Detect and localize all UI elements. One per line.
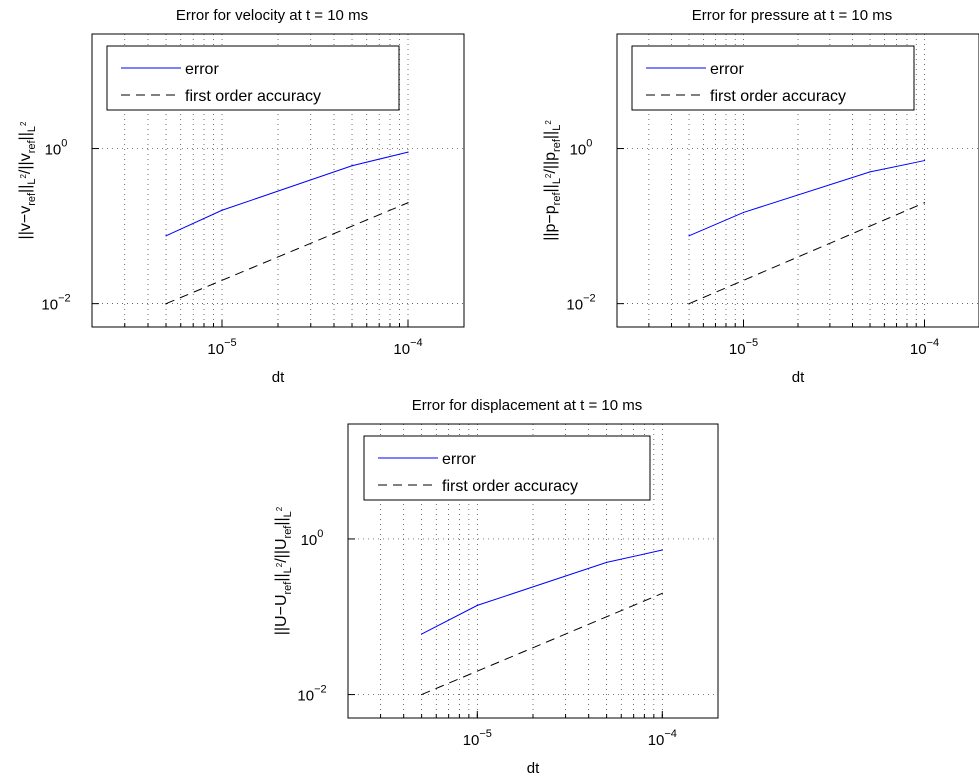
data-point bbox=[165, 303, 167, 305]
series-line-first-order bbox=[165, 202, 409, 305]
grid bbox=[92, 34, 464, 327]
chart-title: Error for pressure at t = 10 ms bbox=[692, 7, 893, 24]
x-tick-label: 10−4 bbox=[648, 728, 677, 749]
data-point bbox=[351, 165, 353, 167]
data-point bbox=[407, 151, 409, 153]
series-line-error bbox=[421, 549, 663, 635]
legend: error first order accuracy bbox=[631, 45, 915, 111]
legend-box bbox=[363, 435, 651, 501]
chart-panel-3: 10−5 10−4 10−2 100 Error for displacement at… bbox=[273, 397, 719, 777]
data-point bbox=[221, 209, 223, 211]
data-point bbox=[661, 592, 663, 594]
legend-label-first-order: first order accuracy bbox=[710, 88, 846, 105]
data-point bbox=[421, 693, 423, 696]
series-line-error bbox=[688, 160, 925, 237]
legend: error first order accuracy bbox=[363, 435, 651, 501]
legend-label-first-order: first order accuracy bbox=[185, 88, 321, 105]
x-tick-label: 10−4 bbox=[393, 337, 422, 358]
data-point bbox=[688, 235, 690, 237]
chart-panel-1: 10−5 10−4 10−2 100 Error for velocity at t =… bbox=[17, 7, 465, 386]
series-line-error bbox=[165, 151, 409, 237]
data-point bbox=[869, 171, 871, 173]
legend-label-error: error bbox=[710, 61, 744, 78]
data-point bbox=[606, 561, 608, 563]
series-line-first-order bbox=[688, 202, 925, 305]
y-tick-label: 10−2 bbox=[566, 293, 595, 314]
y-tick-label: 100 bbox=[45, 138, 68, 159]
data-point bbox=[923, 159, 926, 162]
x-tick-label: 10−4 bbox=[910, 337, 939, 358]
series-line-first-order bbox=[421, 592, 663, 696]
y-tick-label: 100 bbox=[301, 528, 324, 549]
chart-panel-2: 10−5 10−4 10−2 100 Error for pressure at t =… bbox=[542, 7, 979, 386]
data-point bbox=[742, 211, 745, 214]
x-axis-label: dt bbox=[527, 760, 540, 777]
data-point bbox=[923, 202, 926, 204]
axes-box bbox=[91, 33, 465, 328]
x-tick-label: 10−5 bbox=[207, 337, 236, 358]
chart-title: Error for displacement at t = 10 ms bbox=[412, 397, 643, 414]
y-tick-label: 10−2 bbox=[297, 684, 326, 705]
x-tick-label: 10−5 bbox=[463, 728, 492, 749]
data-point bbox=[661, 549, 663, 551]
axes-box bbox=[347, 423, 719, 719]
legend-label-error: error bbox=[442, 451, 476, 468]
data-point bbox=[165, 235, 167, 237]
x-axis-label: dt bbox=[272, 369, 285, 386]
legend-box bbox=[631, 45, 915, 111]
y-tick-label: 100 bbox=[570, 138, 593, 159]
y-axis-label: ||U−Uref||L2/||Uref||L2 bbox=[273, 506, 294, 635]
legend: error first order accuracy bbox=[106, 45, 400, 111]
legend-label-error: error bbox=[185, 61, 219, 78]
y-axis-label: ||p−pref||L2/||pref||L2 bbox=[542, 120, 563, 241]
data-point bbox=[407, 202, 409, 204]
grid bbox=[348, 424, 718, 718]
data-point bbox=[421, 633, 423, 635]
grid bbox=[617, 34, 979, 327]
chart-title: Error for velocity at t = 10 ms bbox=[176, 7, 368, 24]
data-point bbox=[476, 604, 478, 606]
data-point bbox=[688, 303, 690, 305]
legend-box bbox=[106, 45, 400, 111]
x-tick-label: 10−5 bbox=[729, 337, 758, 358]
axes-box bbox=[616, 33, 979, 328]
x-axis-label: dt bbox=[792, 369, 805, 386]
legend-label-first-order: first order accuracy bbox=[442, 478, 578, 495]
y-axis-label: ||v−vref||L2/||vref||L2 bbox=[17, 121, 38, 239]
y-tick-label: 10−2 bbox=[41, 293, 70, 314]
